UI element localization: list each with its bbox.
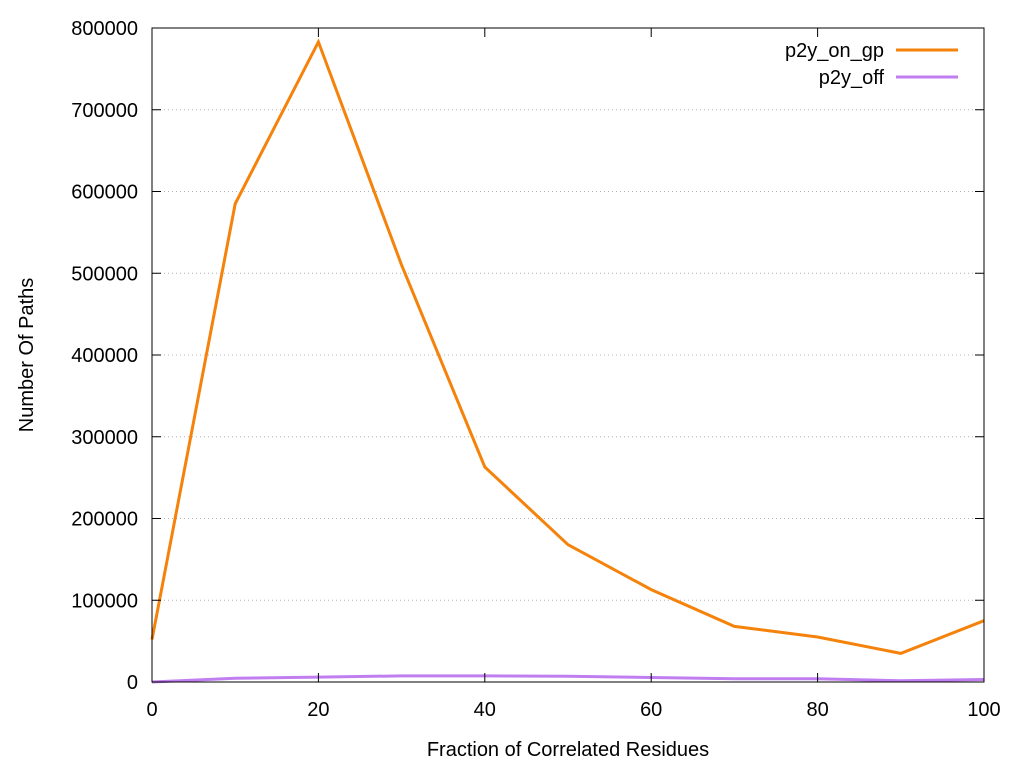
y-tick-label: 200000 bbox=[71, 509, 138, 531]
legend: p2y_on_gp p2y_off bbox=[785, 40, 958, 89]
y-tick-label: 800000 bbox=[71, 18, 138, 40]
y-tick-label: 500000 bbox=[71, 263, 138, 285]
y-tick-label: 600000 bbox=[71, 182, 138, 204]
x-tick-label: 0 bbox=[146, 699, 157, 721]
legend-label-p2y_on_gp: p2y_on_gp bbox=[785, 40, 884, 62]
x-tick-label: 20 bbox=[307, 699, 329, 721]
y-tick-label: 400000 bbox=[71, 345, 138, 367]
x-tick-label: 40 bbox=[474, 699, 496, 721]
legend-label-p2y_off: p2y_off bbox=[819, 67, 885, 89]
series-line-p2y_off bbox=[151, 674, 985, 684]
x-tick-label: 60 bbox=[640, 699, 662, 721]
axis-ticks: 0 100000 200000 300000 400000 500000 600000 700… bbox=[71, 18, 1000, 721]
x-axis-label: Fraction of Correlated Residues bbox=[427, 739, 709, 761]
grid-lines bbox=[152, 109, 984, 601]
y-axis-label: Number Of Paths bbox=[16, 278, 38, 433]
y-tick-label: 300000 bbox=[71, 427, 138, 449]
y-tick-label: 100000 bbox=[71, 590, 138, 612]
series-lines bbox=[150, 38, 985, 684]
y-tick-label: 700000 bbox=[71, 100, 138, 122]
series-line-p2y_on_gp bbox=[150, 38, 985, 655]
x-tick-label: 100 bbox=[967, 699, 1000, 721]
y-tick-label: 0 bbox=[127, 672, 138, 694]
x-tick-label: 80 bbox=[806, 699, 828, 721]
